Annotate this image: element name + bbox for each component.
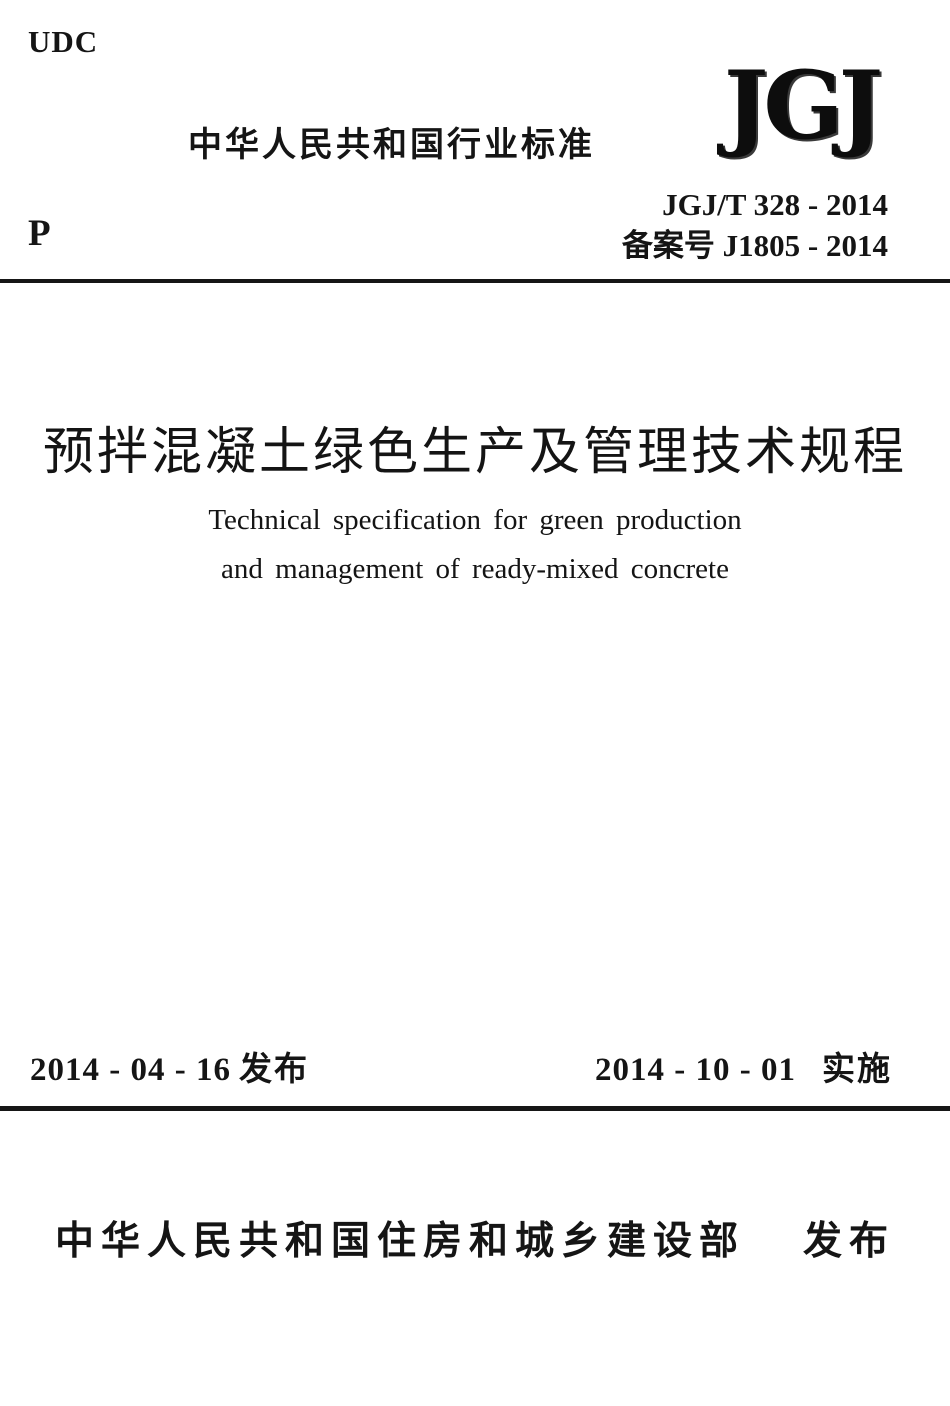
bottom-horizontal-rule [0,1106,950,1111]
issue-date-group: 2014 - 04 - 16 发布 [30,1042,309,1090]
document-title-chinese: 预拌混凝土绿色生产及管理技术规程 [42,425,907,481]
publisher-row: 中华人民共和国住房和城乡建设部 发布 [0,1210,950,1266]
publish-label: 发布 [803,1220,896,1263]
implement-date-value: 2014 - 10 - 01 [595,1052,796,1088]
top-horizontal-rule [0,279,950,283]
english-title-line-2: and management of ready-mixed concrete [221,553,729,585]
issue-date-label: 发布 [238,1050,309,1087]
national-industry-standard-heading: 中华人民共和国行业标准 [188,126,595,164]
dates-row: 2014 - 04 - 16 发布 2014 - 10 - 01 实施 [30,1042,892,1090]
implement-date-group: 2014 - 10 - 01 实施 [595,1042,892,1090]
udc-label: UDC [28,24,99,59]
document-title-english: Technical specification for green produc… [0,496,950,594]
standard-number-block: JGJ/T 328 - 2014 备案号 J1805 - 2014 [622,184,888,266]
publisher-name: 中华人民共和国住房和城乡建设部 [54,1220,745,1263]
jgj-logo: JGJ [723,51,883,161]
issue-date-value: 2014 - 04 - 16 [30,1052,231,1088]
record-number: 备案号 J1805 - 2014 [621,228,888,263]
implement-date-label: 实施 [822,1050,892,1087]
standard-number: JGJ/T 328 - 2014 [662,187,888,222]
classification-code-label: P [28,213,51,254]
english-title-line-1: Technical specification for green produc… [208,504,742,536]
